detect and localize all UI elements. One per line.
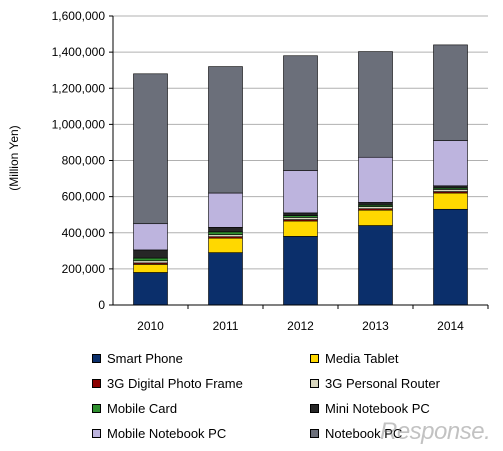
bar-segment-mobile-notebook-pc <box>133 223 168 251</box>
legend-swatch <box>310 428 319 438</box>
bar-segment-smart-phone <box>433 208 468 306</box>
bar-segment-3g-personal-router <box>358 206 393 210</box>
legend-swatch <box>92 378 101 388</box>
legend-item: 3G Digital Photo Frame <box>92 375 243 391</box>
bar-segment-mini-notebook-pc <box>133 249 168 259</box>
bar-segment-mobile-card <box>208 231 243 235</box>
legend-item: Mini Notebook PC <box>310 400 430 416</box>
bar-segment-smart-phone <box>208 252 243 306</box>
y-tick-label: 0 <box>98 298 105 312</box>
legend-label: 3G Digital Photo Frame <box>107 375 243 391</box>
legend-label: Media Tablet <box>325 350 399 366</box>
legend-item: Smart Phone <box>92 350 183 366</box>
legend-label: Mobile Notebook PC <box>107 425 227 441</box>
y-tick-label: 800,000 <box>62 154 106 168</box>
axes <box>109 15 489 309</box>
bar-segment-notebook-pc <box>433 44 468 141</box>
bar-segment-3g-personal-router <box>283 217 318 220</box>
bar-segment-notebook-pc <box>283 55 318 171</box>
legend-item: Mobile Notebook PC <box>92 425 226 441</box>
x-tick-label: 2010 <box>137 319 164 333</box>
x-tick-labels: 2010 2011 2012 2013 2014 <box>137 319 464 333</box>
y-tick-label: 600,000 <box>62 190 106 204</box>
y-tick-label: 1,000,000 <box>52 117 106 131</box>
bar-segment-notebook-pc <box>133 73 168 225</box>
legend-label: Smart Phone <box>107 350 183 366</box>
bar-segment-notebook-pc <box>208 66 243 194</box>
bar-segment-media-tablet <box>283 220 318 237</box>
bar-segment-media-tablet <box>433 192 468 210</box>
bar-segment-3g-personal-router <box>208 234 243 238</box>
legend-swatch <box>310 403 319 413</box>
legend-label: Mobile Card <box>107 400 178 416</box>
y-tick-label: 1,400,000 <box>52 45 106 59</box>
bar-segment-mobile-notebook-pc <box>283 170 318 214</box>
legend-label: 3G Personal Router <box>325 375 440 391</box>
bar-segment-mobile-notebook-pc <box>433 140 468 187</box>
x-tick-label: 2012 <box>287 319 314 333</box>
bar-segment-mini-notebook-pc <box>433 185 468 189</box>
x-tick-label: 2011 <box>213 319 239 333</box>
bar-segment-notebook-pc <box>358 51 393 158</box>
bar-segment-mini-notebook-pc <box>208 227 243 233</box>
y-tick-label: 1,200,000 <box>52 81 106 95</box>
legend-swatch <box>310 353 319 363</box>
y-tick-label: 1,600,000 <box>52 9 106 23</box>
bar-segment-mobile-notebook-pc <box>208 192 243 228</box>
legend-item: Media Tablet <box>310 350 398 366</box>
bar-segment-3g-personal-router <box>133 260 168 264</box>
y-tick-label: 400,000 <box>62 226 106 240</box>
bar-segment-smart-phone <box>283 236 318 306</box>
legend-label: Mini Notebook PC <box>325 400 430 416</box>
bar-segment-media-tablet <box>208 237 243 253</box>
legend-label: Notebook PC <box>325 425 403 441</box>
legend-swatch <box>92 428 101 438</box>
bar-segment-media-tablet <box>133 264 168 273</box>
bar-segment-mobile-notebook-pc <box>358 156 393 203</box>
bar-segment-smart-phone <box>358 225 393 306</box>
legend-swatch <box>92 403 101 413</box>
bar-segment-mobile-card <box>133 257 168 262</box>
legend-item: Notebook PC <box>310 425 402 441</box>
bar-segment-mini-notebook-pc <box>283 212 318 216</box>
watermark-text: Response. <box>380 418 491 445</box>
y-tick-label: 200,000 <box>62 262 106 276</box>
legend-item: Mobile Card <box>92 400 177 416</box>
x-tick-label: 2014 <box>437 319 464 333</box>
legend-swatch <box>92 353 101 363</box>
y-axis-title: (Million Yen) <box>7 125 21 190</box>
bar-segment-mini-notebook-pc <box>358 202 393 206</box>
legend-item: 3G Personal Router <box>310 375 440 391</box>
bar-segment-smart-phone <box>133 272 168 306</box>
bars-group <box>133 44 468 306</box>
legend-swatch <box>310 378 319 388</box>
bar-segment-media-tablet <box>358 209 393 226</box>
x-tick-label: 2013 <box>362 319 389 333</box>
bar-segment-3g-personal-router <box>433 189 468 192</box>
stacked-bar-chart: 0 200,000 400,000 600,000 800,000 1,000,000 1,… <box>7 9 489 333</box>
y-tick-labels: 0 200,000 400,000 600,000 800,000 1,000,000 1,… <box>52 9 106 312</box>
